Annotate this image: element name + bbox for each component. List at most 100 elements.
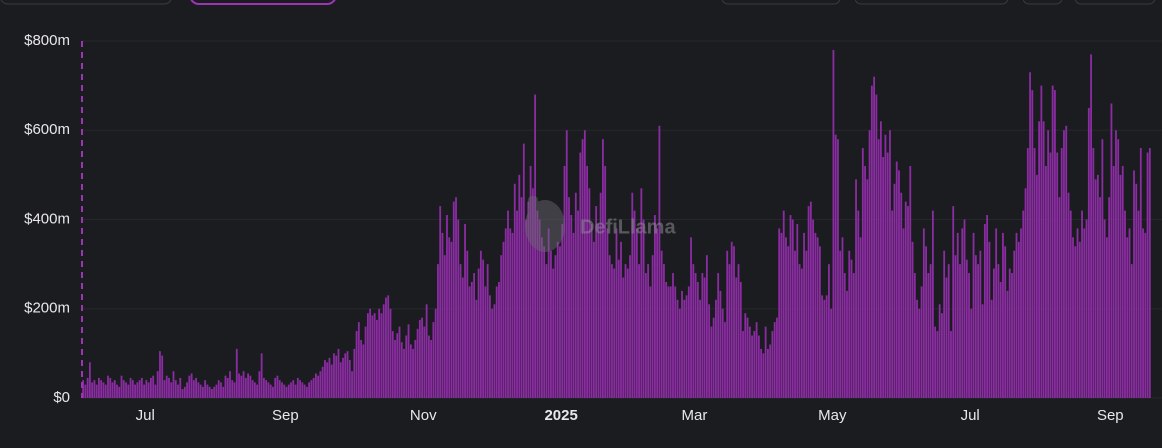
bar <box>459 264 462 398</box>
bar <box>687 286 690 398</box>
bar <box>640 188 643 398</box>
bar <box>224 375 227 398</box>
bar <box>310 380 313 398</box>
bar <box>269 384 272 398</box>
bar <box>800 268 803 398</box>
bar <box>215 384 218 398</box>
bar <box>265 380 268 398</box>
bar <box>351 371 353 398</box>
bar <box>1142 228 1144 398</box>
bar <box>217 380 220 398</box>
bar <box>782 210 785 398</box>
bar <box>1103 219 1106 398</box>
bar <box>794 250 796 398</box>
bar <box>1146 152 1149 398</box>
bar <box>925 246 928 398</box>
bar <box>369 308 372 398</box>
bar <box>256 384 259 398</box>
bar <box>1074 246 1077 398</box>
x-tick-label: May <box>818 407 847 424</box>
bar <box>852 273 855 398</box>
bar <box>748 326 751 398</box>
bar <box>644 273 647 398</box>
bar <box>1022 210 1025 398</box>
bar <box>920 286 923 398</box>
bar <box>744 313 747 398</box>
bar <box>769 344 772 398</box>
bar <box>484 286 487 398</box>
bar <box>1087 107 1090 398</box>
bar <box>452 201 455 398</box>
bar <box>787 246 790 398</box>
bar <box>889 130 891 398</box>
toolbar-button[interactable] <box>1022 0 1063 5</box>
bar <box>407 324 410 398</box>
bar <box>477 268 480 398</box>
bar <box>409 344 412 398</box>
bar <box>290 382 292 398</box>
bar <box>685 295 688 398</box>
bar <box>1105 237 1108 398</box>
bar <box>314 373 317 398</box>
bar <box>550 250 552 398</box>
toolbar-button[interactable] <box>1074 0 1156 5</box>
bar <box>771 331 774 398</box>
bar <box>486 264 489 398</box>
bar <box>504 228 507 398</box>
bar <box>414 339 417 398</box>
bar <box>1049 152 1052 398</box>
x-tick-label: Jul <box>961 407 980 424</box>
bar <box>366 313 369 398</box>
bar <box>1044 165 1047 398</box>
bar <box>739 281 742 398</box>
bar <box>604 165 607 398</box>
bar <box>1069 210 1072 398</box>
bar <box>898 170 900 398</box>
bar <box>448 237 451 398</box>
bar <box>608 255 611 398</box>
bar <box>412 348 414 398</box>
bar <box>394 339 396 398</box>
bar <box>344 353 347 398</box>
y-tick-label: $800m <box>24 32 70 49</box>
bar <box>818 246 821 398</box>
bar <box>798 264 801 398</box>
bar <box>864 165 866 398</box>
bar <box>434 308 437 398</box>
bar <box>909 165 912 398</box>
bar <box>1026 148 1029 398</box>
bar <box>934 326 937 398</box>
bar <box>701 273 704 398</box>
bar <box>226 377 229 398</box>
bar <box>615 228 618 398</box>
bar <box>884 134 887 398</box>
y-tick-label: $400m <box>24 210 70 227</box>
bar <box>696 281 699 398</box>
tab-button-active[interactable] <box>190 0 336 5</box>
bar <box>877 139 880 399</box>
bar <box>751 335 753 398</box>
toolbar-button[interactable] <box>721 0 841 5</box>
bar <box>362 344 365 398</box>
bar <box>317 375 320 398</box>
toolbar-button[interactable] <box>854 0 1009 5</box>
bar <box>312 377 315 398</box>
tab-button[interactable] <box>0 0 172 5</box>
bar <box>1110 103 1113 398</box>
bar <box>464 223 466 398</box>
bar <box>1056 152 1059 398</box>
bar <box>821 295 824 398</box>
bar <box>1065 125 1068 398</box>
bar <box>403 348 405 398</box>
bar <box>272 386 274 398</box>
bar <box>952 206 955 398</box>
bar <box>760 348 763 398</box>
bar <box>473 273 475 398</box>
bar <box>658 125 661 398</box>
bar <box>95 384 98 398</box>
bar <box>699 299 701 398</box>
bar <box>563 165 566 398</box>
bar <box>956 232 959 398</box>
bar <box>125 382 127 398</box>
